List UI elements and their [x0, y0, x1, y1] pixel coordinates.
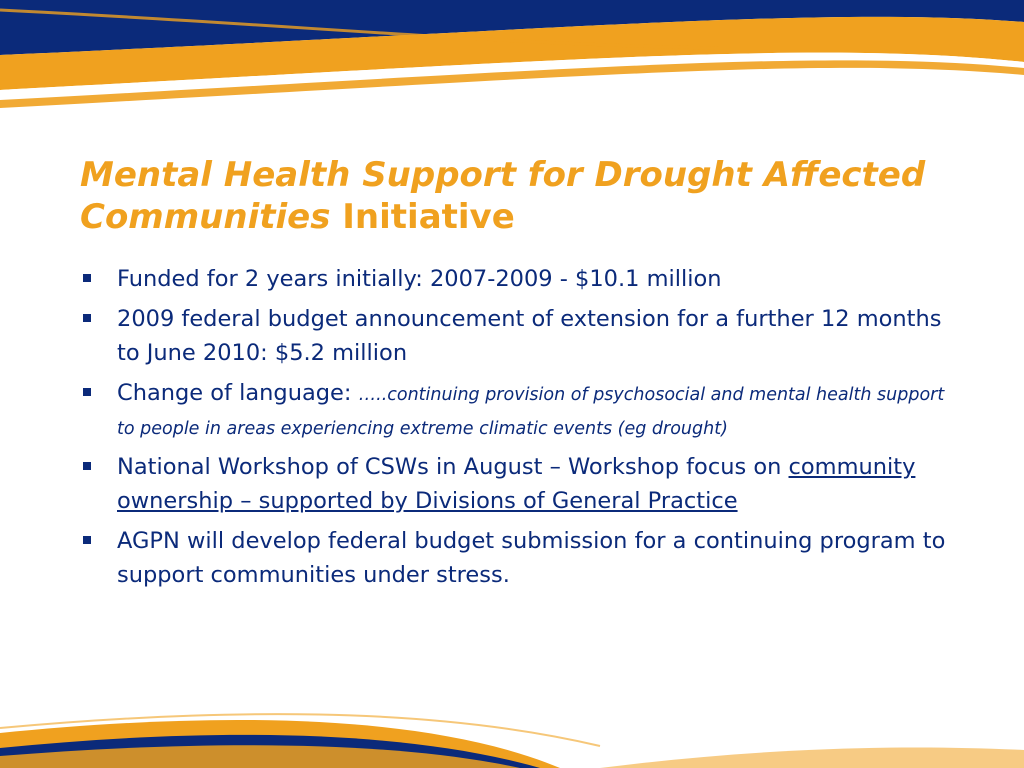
square-bullet-icon — [83, 274, 91, 282]
slide-title: Mental Health Support for Drought Affect… — [80, 154, 960, 238]
square-bullet-icon — [83, 314, 91, 322]
bullet-item: National Workshop of CSWs in August – Wo… — [80, 450, 960, 518]
square-bullet-icon — [83, 462, 91, 470]
title-italic-part: Mental Health Support for Drought Affect… — [80, 155, 926, 237]
top-swoosh-decoration — [0, 0, 1024, 108]
bullet-lead-text: National Workshop of CSWs in August – Wo… — [117, 454, 789, 480]
bullet-item: Change of language: …..continuing provis… — [80, 376, 960, 444]
bottom-swoosh-decoration — [0, 713, 1024, 768]
bullet-text: Funded for 2 years initially: 2007-2009 … — [117, 266, 722, 292]
title-regular-part: Initiative — [342, 197, 515, 237]
bullet-item: Funded for 2 years initially: 2007-2009 … — [80, 262, 960, 296]
bullet-italic-quote: …..continuing provision of psychosocial … — [117, 385, 945, 439]
bullet-item: 2009 federal budget announcement of exte… — [80, 302, 960, 370]
bullet-text: 2009 federal budget announcement of exte… — [117, 306, 942, 366]
bullet-underlined-text: community ownership – supported by Divis… — [117, 454, 916, 514]
bullet-text: AGPN will develop federal budget submiss… — [117, 528, 946, 588]
bullet-lead-text: Change of language: — [117, 380, 359, 406]
square-bullet-icon — [83, 536, 91, 544]
bullet-item: AGPN will develop federal budget submiss… — [80, 524, 960, 592]
bullet-list: Funded for 2 years initially: 2007-2009 … — [80, 262, 960, 598]
square-bullet-icon — [83, 388, 91, 396]
